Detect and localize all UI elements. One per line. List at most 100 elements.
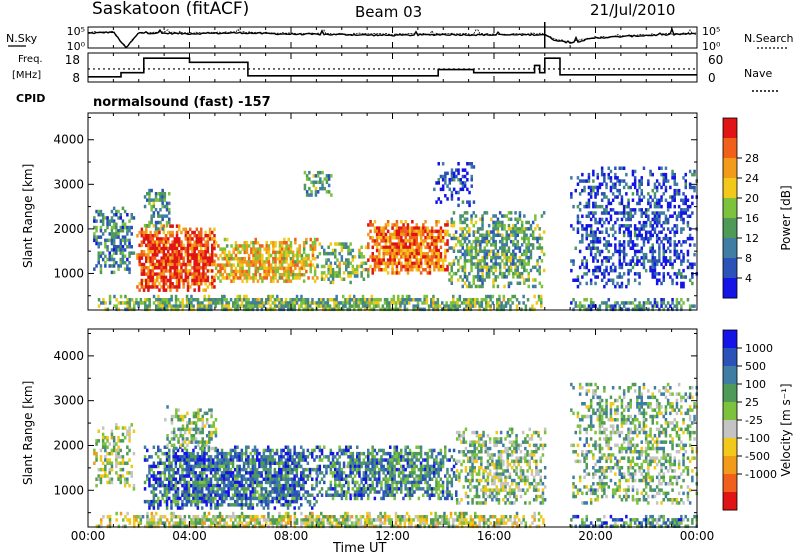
- heat-cell: [627, 185, 630, 190]
- heat-cell: [260, 455, 263, 459]
- heat-cell: [191, 253, 194, 257]
- heat-cell: [505, 214, 508, 218]
- heat-cell: [278, 474, 281, 478]
- heat-cell: [393, 271, 396, 275]
- heat-cell: [651, 252, 654, 257]
- heat-cell: [113, 304, 116, 308]
- heat-cell: [627, 204, 630, 209]
- heat-cell: [274, 244, 277, 248]
- heat-cell: [152, 506, 156, 510]
- heat-cell: [300, 263, 304, 267]
- heat-cell: [531, 230, 535, 234]
- heat-cell: [633, 224, 637, 228]
- heat-cell: [269, 298, 272, 302]
- heat-cell: [260, 458, 263, 462]
- heat-cell: [298, 276, 301, 280]
- heat-cell: [353, 304, 356, 308]
- heat-cell: [249, 503, 252, 507]
- heat-cell: [133, 307, 136, 312]
- heat-cell: [618, 201, 621, 206]
- heat-cell: [677, 240, 681, 244]
- heat-cell: [378, 232, 381, 237]
- heat-cell: [282, 503, 285, 507]
- heat-cell: [476, 236, 480, 241]
- heat-cell: [402, 239, 405, 243]
- heat-cell: [433, 229, 436, 234]
- heat-cell: [289, 458, 292, 462]
- heat-cell: [300, 474, 303, 478]
- heat-cell: [347, 258, 350, 262]
- heat-cell: [201, 487, 204, 491]
- heat-cell: [168, 471, 171, 475]
- heat-cell: [286, 455, 290, 459]
- heat-cell: [185, 304, 189, 308]
- heat-cell: [220, 503, 224, 507]
- heat-cell: [309, 260, 312, 264]
- heat-cell: [340, 255, 344, 259]
- heat-cell: [162, 278, 166, 283]
- heat-cell: [600, 204, 604, 209]
- heat-cell: [119, 248, 122, 252]
- heat-cell: [99, 229, 103, 233]
- heat-cell: [658, 220, 661, 225]
- heat-cell: [263, 269, 266, 274]
- heat-cell: [430, 229, 434, 234]
- heat-cell: [448, 187, 451, 192]
- heat-cell: [391, 268, 394, 272]
- heat-cell: [192, 496, 195, 501]
- heat-cell: [642, 259, 646, 263]
- heat-cell: [389, 255, 392, 259]
- heat-cell: [525, 255, 528, 260]
- heat-cell: [415, 232, 418, 237]
- heat-cell: [152, 493, 156, 497]
- heat-cell: [525, 233, 528, 237]
- heat-cell: [146, 307, 149, 312]
- heat-cell: [446, 220, 449, 224]
- heat-cell: [265, 257, 268, 261]
- heat-cell: [371, 255, 374, 259]
- heat-cell: [298, 253, 301, 258]
- heat-cell: [101, 426, 105, 430]
- heat-cell: [458, 304, 462, 308]
- heat-cell: [642, 262, 646, 266]
- heat-cell: [300, 483, 303, 488]
- heat-cell: [653, 214, 657, 218]
- heat-cell: [603, 192, 606, 196]
- heat-cell: [325, 190, 329, 194]
- heat-cell: [164, 278, 168, 283]
- heat-cell: [465, 236, 469, 241]
- heat-cell: [175, 230, 179, 235]
- heat-cell: [474, 239, 478, 244]
- heat-cell: [538, 227, 541, 231]
- heat-cell: [631, 198, 635, 202]
- heat-cell: [669, 195, 672, 199]
- heat-cell: [172, 499, 175, 504]
- heat-cell: [465, 259, 469, 263]
- heat-cell: [492, 243, 495, 247]
- heat-cell: [97, 439, 100, 443]
- heat-cell: [289, 257, 293, 261]
- heat-cell: [234, 304, 237, 308]
- heat-cell: [225, 263, 229, 267]
- heat-cell: [296, 273, 299, 277]
- heat-cell: [651, 233, 654, 238]
- heat-cell: [411, 252, 414, 256]
- heat-cell: [154, 198, 158, 202]
- heat-cell: [334, 255, 337, 259]
- heat-cell: [622, 179, 626, 183]
- heat-cell: [161, 451, 164, 456]
- heat-cell: [187, 471, 191, 475]
- heat-cell: [386, 229, 390, 234]
- heat-cell: [205, 477, 208, 481]
- heat-cell: [491, 294, 495, 299]
- heat-cell: [207, 301, 211, 305]
- heat-cell: [585, 179, 588, 183]
- heat-cell: [191, 250, 194, 254]
- heat-cell: [108, 301, 112, 305]
- heat-cell: [346, 298, 349, 302]
- heat-cell: [289, 241, 293, 245]
- heat-cell: [680, 217, 683, 222]
- heat-cell: [638, 281, 641, 286]
- heat-cell: [309, 269, 312, 274]
- heat-cell: [620, 224, 624, 228]
